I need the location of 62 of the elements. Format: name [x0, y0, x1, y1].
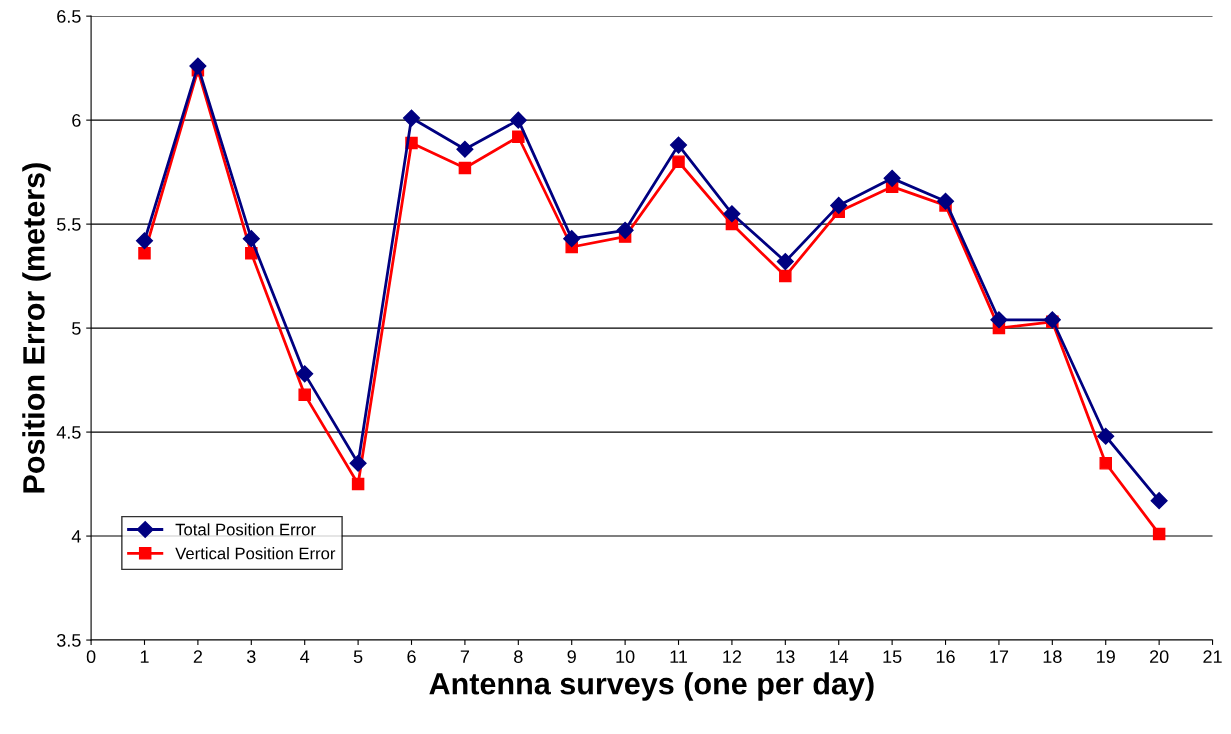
point [512, 130, 525, 144]
x-axis-title: Antenna surveys (one per day) [429, 672, 874, 701]
y-tick-label: 6 [72, 114, 81, 127]
point [883, 169, 901, 187]
y-tick-label: 3.5 [56, 633, 81, 647]
point [1097, 427, 1115, 445]
x-tick-label: 3 [246, 650, 256, 664]
point [456, 140, 474, 158]
x-tick-label: 8 [514, 650, 523, 664]
point [189, 57, 207, 75]
point [830, 196, 848, 214]
x-tick-label: 0 [86, 650, 96, 664]
x-tick-label: 10 [616, 650, 635, 664]
point [135, 232, 154, 250]
x-tick-label: 21 [1203, 650, 1222, 663]
legend-label: Total Position Error [175, 523, 316, 536]
y-tick-label: 4 [71, 530, 81, 543]
y-axis-title: Position Error (meters) [22, 163, 51, 493]
point [242, 230, 260, 248]
x-tick-label: 1 [140, 650, 149, 663]
x-tick-label: 12 [723, 650, 742, 663]
point [779, 269, 792, 283]
point [509, 111, 527, 129]
point [672, 155, 685, 168]
point [669, 136, 688, 154]
point [990, 311, 1008, 329]
point [1099, 457, 1112, 470]
x-tick-label: 13 [776, 650, 795, 664]
x-tick-label: 19 [1097, 650, 1115, 664]
y-tick-label: 5 [72, 322, 81, 335]
point [296, 365, 314, 383]
y-tick-label: 4.5 [56, 426, 81, 439]
x-tick-label: 15 [883, 650, 902, 664]
point [1152, 527, 1166, 541]
point [563, 230, 581, 248]
y-tick-label: 5.5 [57, 218, 81, 231]
x-tick-label: 18 [1043, 650, 1062, 664]
point [1150, 492, 1168, 510]
point [351, 477, 365, 491]
x-tick-label: 20 [1150, 650, 1169, 664]
point [776, 252, 794, 271]
point [138, 246, 151, 260]
x-tick-label: 16 [936, 650, 955, 664]
point [298, 388, 311, 401]
x-tick-label: 14 [830, 650, 849, 663]
x-tick-label: 11 [670, 650, 688, 663]
point [616, 221, 634, 239]
x-tick-label: 7 [460, 650, 470, 663]
x-tick-label: 9 [567, 650, 576, 664]
legend-label: Vertical Position Error [175, 547, 336, 560]
x-tick-label: 17 [990, 650, 1009, 663]
point [458, 161, 472, 175]
x-tick-label: 6 [407, 650, 416, 664]
point [936, 192, 955, 210]
point [349, 454, 367, 472]
y-tick-label: 6.5 [57, 10, 81, 23]
x-tick-label: 2 [193, 650, 203, 663]
point [723, 205, 741, 223]
point [1043, 311, 1061, 329]
point [402, 109, 421, 127]
x-tick-label: 5 [353, 650, 363, 664]
x-tick-label: 4 [300, 650, 310, 663]
